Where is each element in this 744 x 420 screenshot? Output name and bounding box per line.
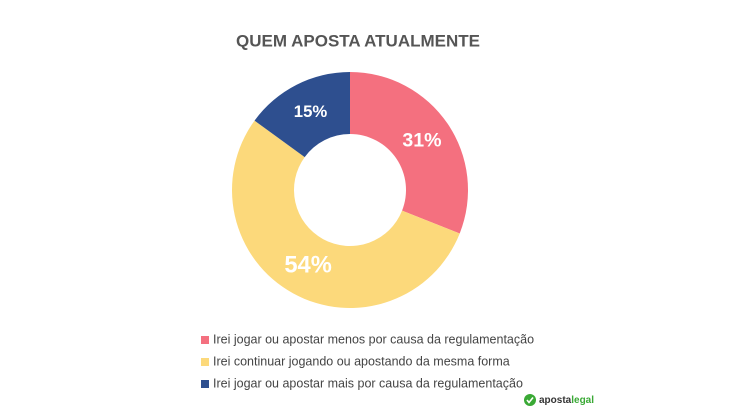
legend-swatch xyxy=(201,380,209,388)
legend-swatch xyxy=(201,336,209,344)
donut-slice xyxy=(350,72,468,234)
donut-slice xyxy=(231,120,460,309)
donut-slice xyxy=(254,72,350,158)
logo-check xyxy=(526,397,534,404)
chart-title: QUEM APOSTA ATUALMENTE xyxy=(236,31,480,50)
data-label: 31% xyxy=(402,129,441,151)
legend-label: Irei jogar ou apostar mais por causa da … xyxy=(213,376,523,390)
logo: apostalegal xyxy=(524,394,594,406)
logo-part: aposta xyxy=(539,395,572,406)
legend-swatch xyxy=(201,358,209,366)
logo-text: apostalegal xyxy=(539,395,594,406)
legend-label: Irei continuar jogando ou apostando da m… xyxy=(213,354,510,368)
legend-label: Irei jogar ou apostar menos por causa da… xyxy=(213,332,534,346)
data-label: 54% xyxy=(284,253,331,279)
data-label: 15% xyxy=(294,102,328,121)
logo-part: legal xyxy=(571,395,594,406)
